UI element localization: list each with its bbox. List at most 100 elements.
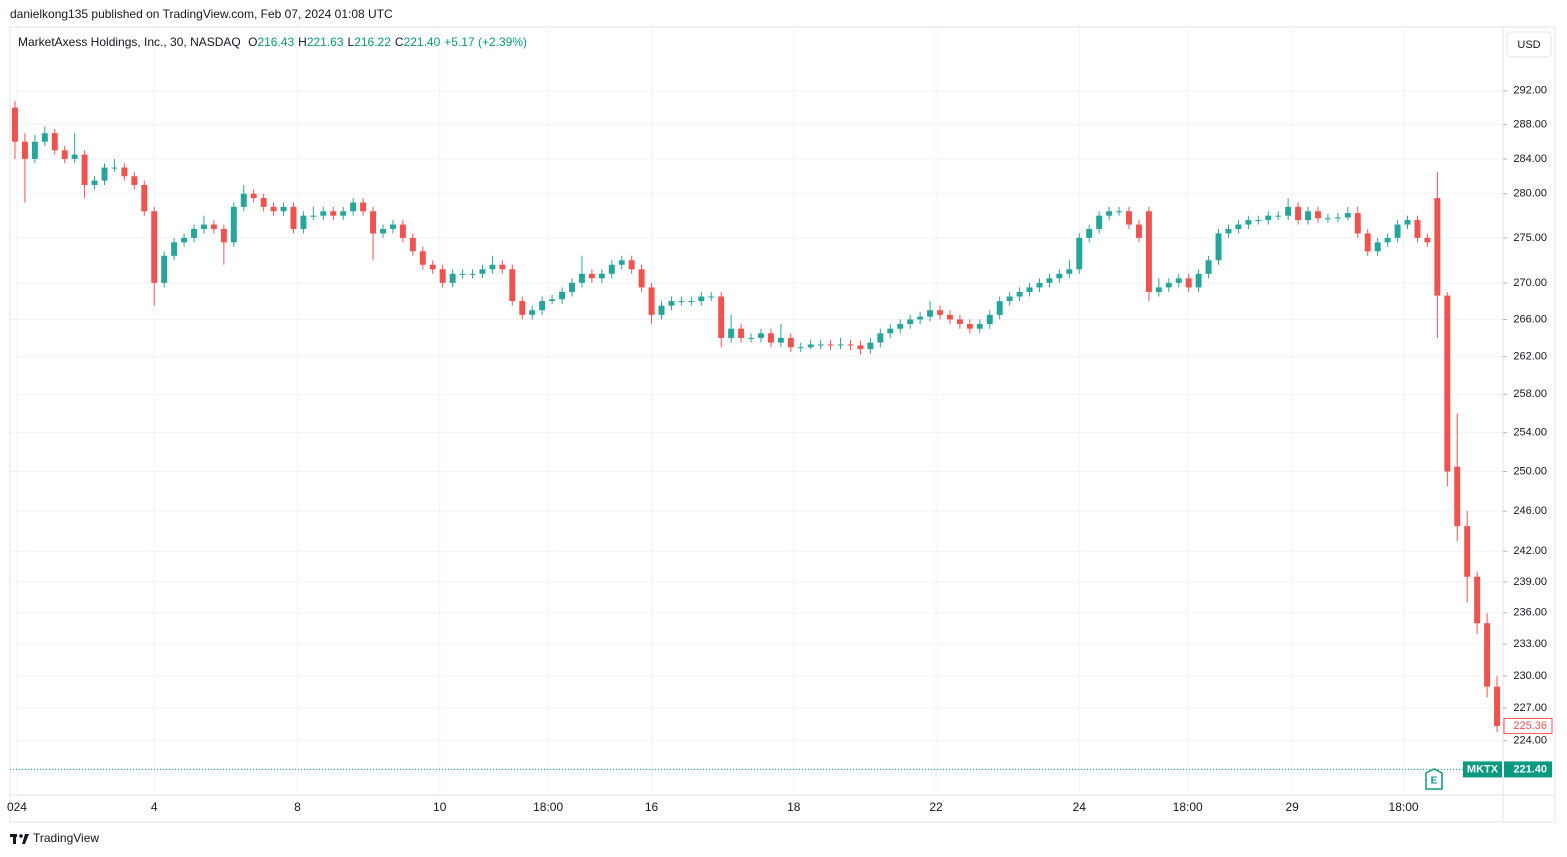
candle-body (270, 206, 277, 212)
candle-body (151, 211, 158, 283)
y-tick-label: 262.00 (1513, 351, 1547, 363)
y-tick-label: 246.00 (1513, 505, 1547, 517)
candle-body (708, 296, 715, 298)
candle-body (956, 319, 963, 325)
candle-body (519, 301, 526, 315)
x-tick-label: 29 (1285, 800, 1299, 814)
ohlc-label: L (347, 35, 355, 49)
candle-body (360, 202, 367, 212)
last-price-box (1503, 717, 1553, 734)
candle-body (1145, 211, 1152, 292)
candle-body (648, 287, 655, 315)
candle-body (966, 324, 973, 329)
candle-body (817, 344, 824, 346)
candle-body (678, 301, 685, 303)
x-tick-label: 24 (1073, 800, 1087, 814)
candle-body (280, 206, 287, 212)
candle-body (917, 316, 924, 320)
candle-body (1305, 211, 1312, 221)
candle-body (1016, 291, 1023, 297)
candle-body (1155, 287, 1162, 292)
candle-body (797, 347, 804, 349)
attribution: danielkong135 published on TradingView.c… (10, 7, 393, 21)
x-tick-label: 4 (151, 800, 158, 814)
candle-body (1464, 526, 1471, 577)
candle-body (1056, 273, 1063, 279)
reference-value-box (1504, 761, 1552, 778)
y-tick-label: 239.00 (1513, 576, 1547, 588)
y-tick-label: 292.00 (1513, 85, 1547, 97)
earnings-icon[interactable]: E (1425, 768, 1443, 790)
candle-body (1394, 224, 1401, 238)
ohlc-value: 221.63 (306, 35, 344, 49)
candle-body (1245, 220, 1252, 225)
ohlc-label: O (248, 35, 258, 49)
candle-body (1076, 237, 1083, 270)
x-tick-label: 024 (7, 800, 27, 814)
candle-body (767, 333, 774, 343)
y-tick-label: 284.00 (1513, 153, 1547, 165)
candle-body (1185, 278, 1192, 288)
ohlc-value: 221.40 (403, 35, 441, 49)
candle-body (1454, 466, 1461, 527)
candle-body (1315, 211, 1321, 219)
y-tick-label: 230.00 (1513, 670, 1547, 682)
candle-body (638, 269, 645, 288)
candle-body (1344, 213, 1351, 218)
candle-body (887, 328, 894, 334)
y-tick-label: 266.00 (1513, 313, 1547, 325)
ohlc-item: O216.43 (248, 35, 294, 49)
reference-name: MKTX (1467, 763, 1499, 775)
currency-button[interactable] (1506, 31, 1552, 58)
candle-body (61, 150, 68, 159)
candle-body (91, 180, 98, 185)
candle-body (867, 342, 874, 350)
candle-body (1334, 217, 1341, 219)
symbol-title: MarketAxess Holdings, Inc., 30, NASDAQ (18, 35, 241, 49)
candle-body (200, 224, 207, 229)
candle-body (1275, 215, 1282, 217)
candle-body (310, 215, 317, 217)
candle-body (290, 206, 297, 229)
ohlc-item: L216.22 (348, 35, 391, 49)
candle-body (658, 305, 665, 315)
candle-body (827, 344, 834, 346)
candle-body (449, 273, 456, 283)
candle-body (1324, 218, 1331, 220)
candle-body (618, 260, 625, 265)
x-tick-label: 18 (787, 800, 801, 814)
y-tick-label: 250.00 (1513, 465, 1547, 477)
footer-brand: TradingView (33, 831, 99, 845)
candle-body (877, 333, 884, 343)
candle-body (479, 269, 486, 274)
y-tick-label: 227.00 (1513, 702, 1547, 714)
y-tick-label: 288.00 (1513, 119, 1547, 131)
x-tick-label: 10 (433, 800, 447, 814)
candle-body (71, 154, 78, 159)
ohlc-label: C (394, 35, 404, 49)
candle-body (141, 184, 148, 212)
change: +5.17 (+2.39%) (444, 35, 528, 49)
candle-body (529, 310, 536, 315)
candle-body (260, 198, 267, 207)
footer-logo (10, 834, 29, 844)
ohlc-item: H221.63 (298, 35, 343, 49)
candle-body (897, 324, 904, 329)
candle-body (608, 264, 615, 274)
candle-body (389, 224, 396, 229)
candle-body (1086, 228, 1093, 238)
candle-body (1135, 224, 1142, 238)
candle-body (738, 328, 745, 338)
candle-body (777, 337, 784, 343)
x-tick-label: 18:00 (533, 800, 563, 814)
candle-body (588, 273, 595, 279)
candle-body (1434, 198, 1441, 296)
svg-text:E: E (1431, 776, 1438, 787)
candle-body (191, 228, 197, 238)
candle-body (1255, 220, 1262, 222)
currency[interactable]: USD (1517, 39, 1540, 51)
candle-body (489, 264, 496, 270)
last-price: 225.36 (1513, 720, 1547, 732)
candle-body (946, 314, 953, 320)
